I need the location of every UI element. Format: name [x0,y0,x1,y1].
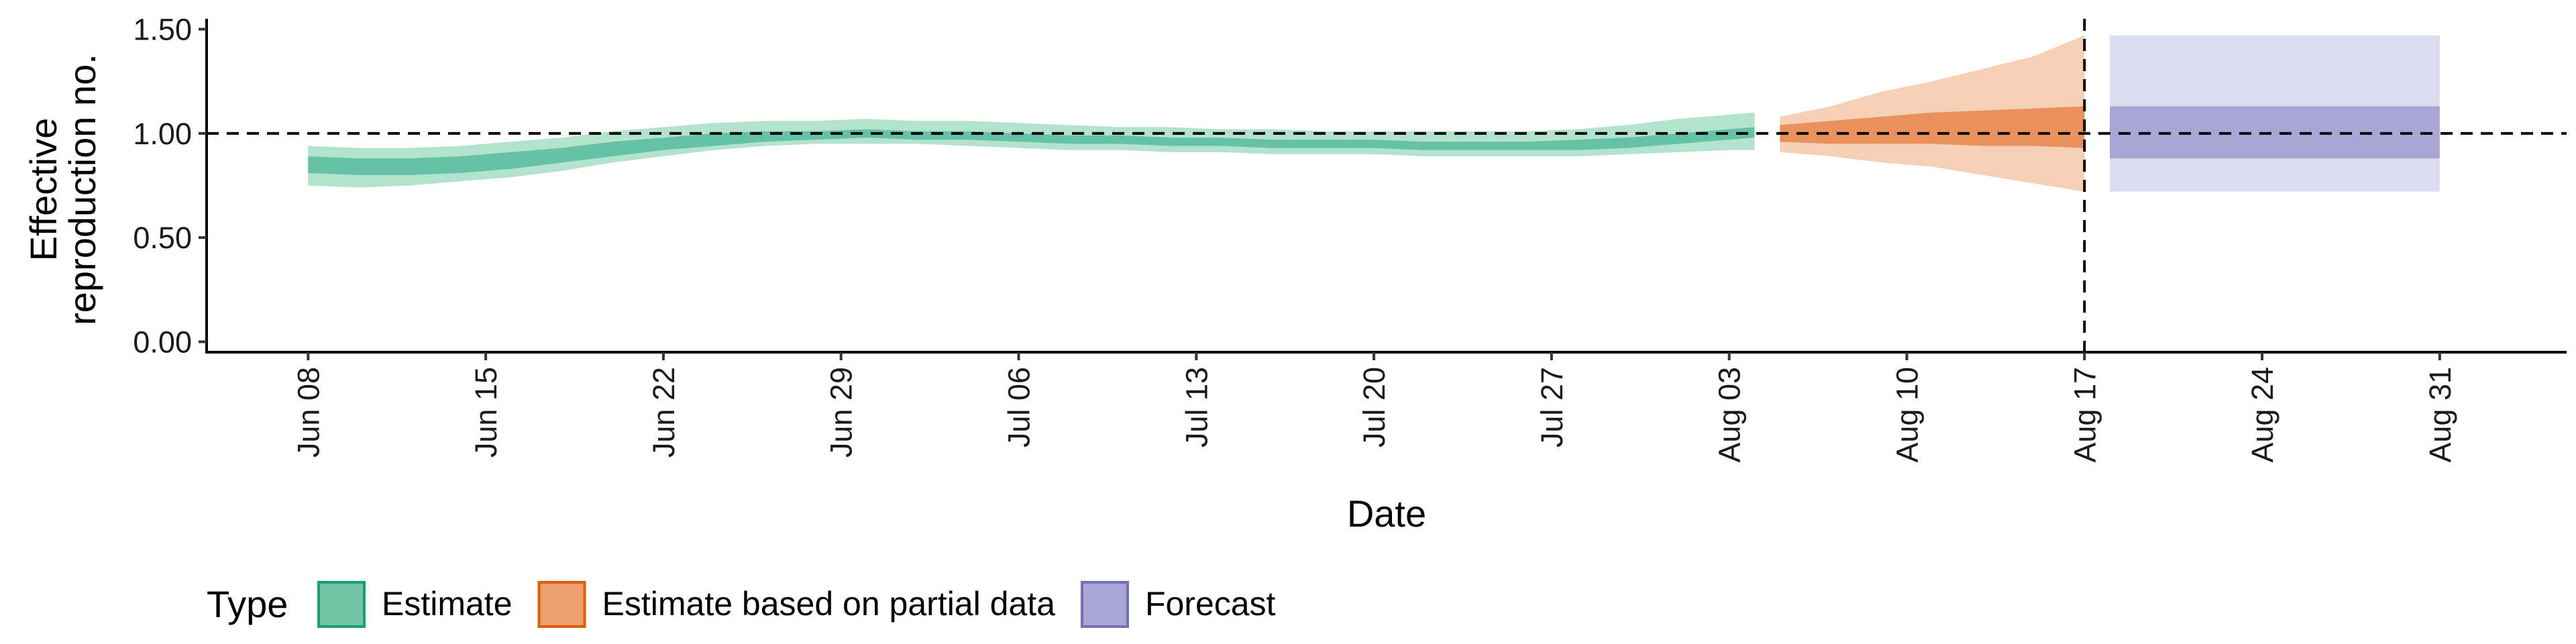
x-tick-label: Aug 17 [2068,367,2102,463]
legend-swatch-forecast [1080,581,1129,628]
x-axis-title: Date [1347,492,1426,535]
y-tick-label: 1.50 [133,13,192,47]
legend-swatch-estimate-based-on-partial-data [537,581,586,628]
x-tick-label: Jul 13 [1179,367,1214,447]
y-tick-label: 0.00 [133,325,192,359]
x-tick-label: Aug 03 [1713,367,1747,463]
estimate-outer-interval [308,112,1755,188]
forecast-inner-interval [2110,106,2440,159]
axis-titles: Effectivereproduction no. Date [22,54,1426,535]
legend: Type Estimate Estimate based on partial d… [207,581,1276,628]
estimate-based-on-partial-data-inner-interval [1780,106,2085,148]
x-tick-label: Jun 29 [824,367,859,458]
y-axis-title-line: reproduction no. [61,54,103,325]
y-tick-label: 1.00 [133,117,192,151]
reference-lines [207,19,2567,352]
x-axis-ticks: Jun 08 Jun 15 Jun 22 Jun 29 Jul 06 Jul 13 Jul … [291,352,2457,463]
legend-title: Type [207,583,288,625]
y-axis-title: Effectivereproduction no. [22,54,103,325]
x-tick-label: Aug 24 [2245,367,2279,463]
x-tick-label: Jul 06 [1002,367,1036,447]
x-tick-label: Jul 20 [1357,367,1391,447]
axes [205,19,2567,354]
legend-label-forecast: Forecast [1145,585,1276,623]
x-tick-label: Jun 22 [647,367,681,458]
legend-label-estimate: Estimate [382,585,513,623]
x-tick-label: Aug 10 [1890,367,1924,463]
legend-swatch-estimate [317,581,366,628]
x-tick-label: Jun 08 [291,367,325,458]
y-axis-title-line: Effective [22,118,64,262]
y-tick-label: 0.50 [133,221,192,255]
x-tick-label: Aug 31 [2423,367,2457,463]
legend-label-estimate-based-on-partial-data: Estimate based on partial data [602,585,1056,623]
x-tick-label: Jun 15 [469,367,503,458]
ribbon-layer [308,35,2440,192]
estimate-inner-interval [308,127,1755,175]
x-tick-label: Jul 27 [1535,367,1569,447]
y-axis-ticks: 0.00 0.50 1.00 1.50 [133,13,207,359]
